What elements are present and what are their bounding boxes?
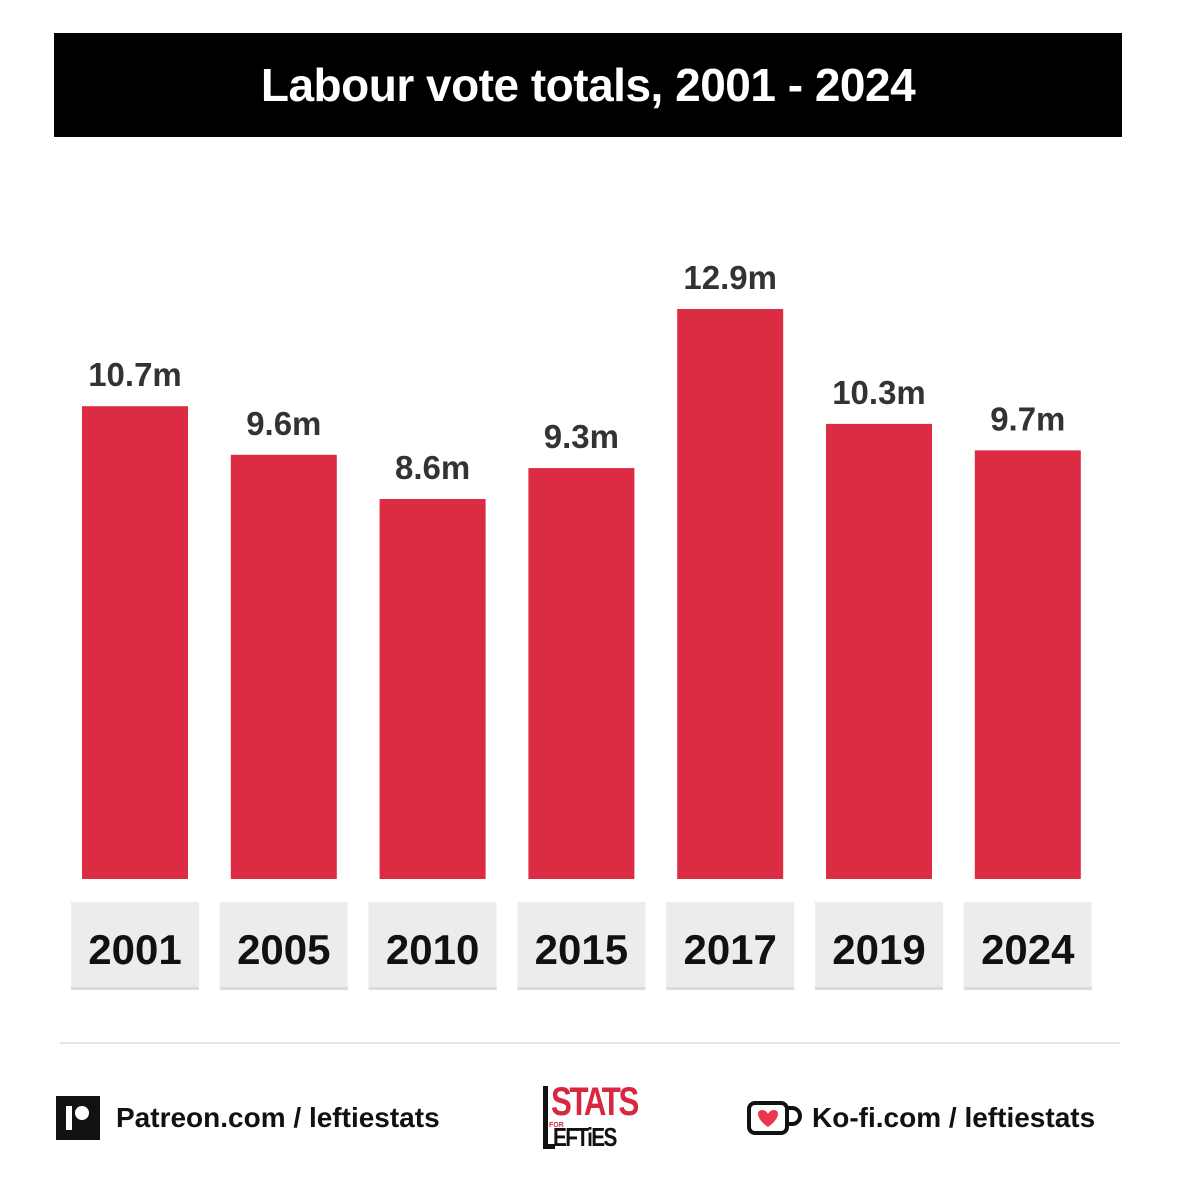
category-label-2019: 2019 xyxy=(832,926,925,973)
data-label-2024: 9.7m xyxy=(990,400,1065,437)
bar-2015 xyxy=(528,468,635,879)
category-label-2017: 2017 xyxy=(683,926,776,973)
bar-chart: 10.7m 2001 9.6m 2005 8.6m 2010 9.3m 2015 12.9m 20… xyxy=(71,259,1092,990)
data-label-2001: 10.7m xyxy=(88,356,182,393)
category-label-2010: 2010 xyxy=(386,926,479,973)
category-label-2015: 2015 xyxy=(535,926,628,973)
chart-title: Labour vote totals, 2001 - 2024 xyxy=(260,59,916,111)
footer-divider xyxy=(60,1042,1120,1044)
category-box-shadow xyxy=(963,987,1092,990)
category-box-2024 xyxy=(963,902,1092,990)
kofi-link[interactable]: Ko-fi.com / leftiestats xyxy=(746,1095,1095,1141)
category-box-shadow xyxy=(517,987,646,990)
category-box-shadow xyxy=(815,987,943,990)
ko-fi-cup-icon xyxy=(747,1101,802,1135)
data-label-2015: 9.3m xyxy=(544,418,619,455)
patreon-link[interactable]: Patreon.com / leftiestats xyxy=(56,1095,440,1141)
bar-2010 xyxy=(379,499,486,879)
category-box-2010 xyxy=(368,902,497,990)
category-box-shadow xyxy=(219,987,348,990)
bar-2005 xyxy=(230,454,337,879)
category-box-shadow xyxy=(71,987,199,990)
chart-title-bar: Labour vote totals, 2001 - 2024 xyxy=(54,33,1122,137)
data-label-2005: 9.6m xyxy=(246,405,321,442)
category-box-2017 xyxy=(666,902,795,990)
category-box-shadow xyxy=(666,987,795,990)
category-label-2001: 2001 xyxy=(88,926,181,973)
logo-text-lefties: EFTiES xyxy=(553,1122,617,1152)
logo-text-stats: STATS xyxy=(551,1080,639,1124)
bar-2019 xyxy=(826,423,932,879)
stats-for-lefties-logo: STATS FOR EFTiES xyxy=(543,1082,639,1152)
bar-2001 xyxy=(82,406,188,879)
bar-2017 xyxy=(677,309,784,879)
category-box-shadow xyxy=(368,987,497,990)
category-box-2005 xyxy=(219,902,348,990)
category-box-2001 xyxy=(71,902,199,990)
data-label-2019: 10.3m xyxy=(832,374,926,411)
category-label-2005: 2005 xyxy=(237,926,330,973)
category-box-2015 xyxy=(517,902,646,990)
patreon-link-text: Patreon.com / leftiestats xyxy=(116,1102,440,1133)
patreon-icon xyxy=(56,1096,100,1140)
logo-text-for: FOR xyxy=(549,1122,564,1129)
data-label-2010: 8.6m xyxy=(395,449,470,486)
bar-2024 xyxy=(974,450,1081,879)
category-box-2019 xyxy=(815,902,943,990)
category-label-2024: 2024 xyxy=(981,926,1075,973)
data-label-2017: 12.9m xyxy=(683,259,777,296)
kofi-link-text: Ko-fi.com / leftiestats xyxy=(812,1102,1096,1133)
